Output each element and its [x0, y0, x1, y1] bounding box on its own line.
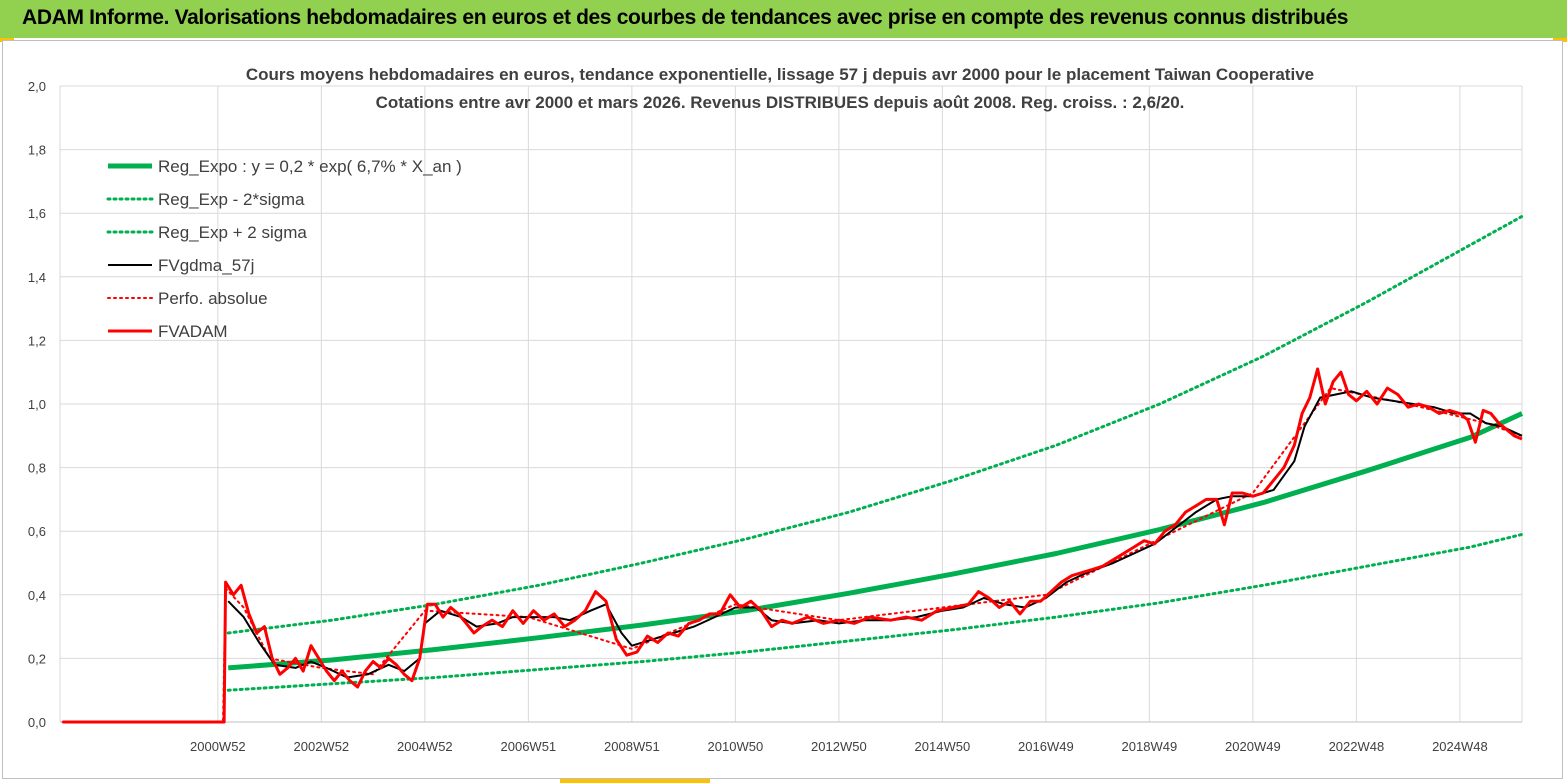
legend-label: FVADAM [158, 322, 228, 341]
y-tick-label: 1,0 [28, 397, 46, 412]
x-tick-label: 2004W52 [397, 739, 453, 754]
y-tick-label: 0,0 [28, 715, 46, 730]
axis-layer: 0,0 0,2 0,4 0,6 0,8 1,0 1,2 1,4 1,6 1,8 2,0 2000W52… [28, 79, 1488, 754]
y-tick-label: 1,8 [28, 143, 46, 158]
legend-label: FVgdma_57j [158, 256, 254, 275]
grid-layer [59, 85, 1523, 723]
x-tick-label: 2016W49 [1018, 739, 1074, 754]
series-line-fvadam [62, 367, 1523, 724]
series-line-reg-expo-y-0-2-exp-6-7-x-an [228, 411, 1524, 671]
legend-label: Reg_Exp + 2 sigma [158, 223, 307, 242]
y-tick-label: 1,2 [28, 333, 46, 348]
banner-title: ADAM Informe. Valorisations hebdomadaire… [22, 6, 1349, 29]
header-banner: ADAM Informe. Valorisations hebdomadaire… [0, 0, 1567, 38]
x-tick-label: 2012W50 [811, 739, 867, 754]
chart-subtitle: Cotations entre avr 2000 et mars 2026. R… [376, 93, 1185, 112]
x-tick-label: 2010W50 [708, 739, 764, 754]
y-tick-label: 0,4 [28, 588, 46, 603]
y-tick-label: 1,4 [28, 270, 46, 285]
legend-label: Perfo. absolue [158, 289, 268, 308]
series-line-reg-exp-2-sigma [226, 214, 1524, 635]
y-tick-label: 0,2 [28, 651, 46, 666]
series-line-perfo-absolue [61, 387, 1523, 723]
x-tick-label: 2008W51 [604, 739, 660, 754]
series-layer [61, 214, 1524, 724]
legend-label: Reg_Expo : y = 0,2 * exp( 6,7% * X_an ) [158, 157, 462, 176]
x-tick-label: 2024W48 [1432, 739, 1488, 754]
legend: Reg_Expo : y = 0,2 * exp( 6,7% * X_an ) R… [106, 157, 462, 341]
y-tick-label: 2,0 [28, 79, 46, 94]
x-tick-label: 2002W52 [294, 739, 350, 754]
legend-label: Reg_Exp - 2*sigma [158, 190, 305, 209]
x-tick-label: 2000W52 [190, 739, 246, 754]
x-tick-label: 2006W51 [501, 739, 557, 754]
y-tick-label: 1,6 [28, 206, 46, 221]
accent-mark-bottom [560, 779, 710, 783]
x-tick-label: 2022W48 [1329, 739, 1385, 754]
x-tick-label: 2020W49 [1225, 739, 1281, 754]
y-tick-label: 0,6 [28, 524, 46, 539]
series-line-reg-exp-2-sigma [226, 532, 1524, 692]
x-tick-label: 2014W50 [915, 739, 971, 754]
chart-title: Cours moyens hebdomadaires en euros, ten… [246, 65, 1314, 84]
x-tick-label: 2018W49 [1122, 739, 1178, 754]
y-tick-label: 0,8 [28, 461, 46, 476]
